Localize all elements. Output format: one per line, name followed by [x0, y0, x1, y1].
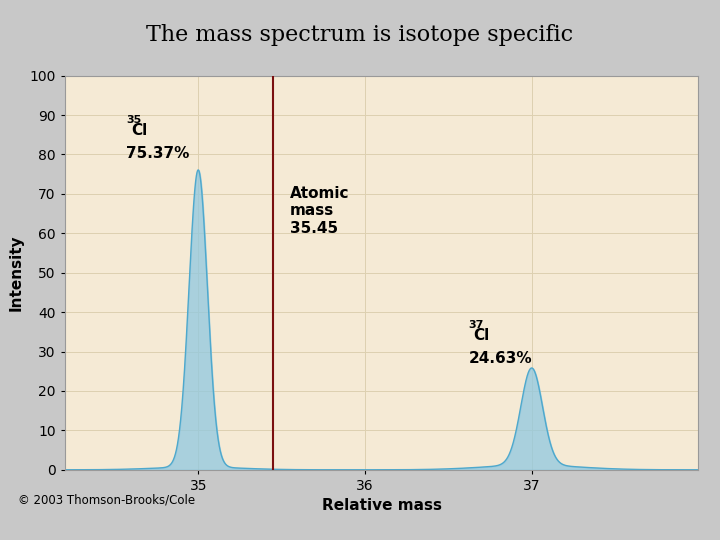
- Text: 37: 37: [468, 320, 484, 330]
- Text: 35: 35: [127, 115, 142, 125]
- X-axis label: Relative mass: Relative mass: [322, 498, 441, 514]
- Y-axis label: Intensity: Intensity: [9, 234, 24, 311]
- Text: 24.63%: 24.63%: [468, 352, 532, 366]
- Text: © 2003 Thomson-Brooks/Cole: © 2003 Thomson-Brooks/Cole: [18, 494, 195, 507]
- Text: Cl: Cl: [132, 123, 148, 138]
- Text: The mass spectrum is isotope specific: The mass spectrum is isotope specific: [146, 24, 574, 46]
- Text: 75.37%: 75.37%: [127, 146, 190, 161]
- Text: Cl: Cl: [473, 328, 490, 343]
- Text: Atomic
mass
35.45: Atomic mass 35.45: [290, 186, 349, 236]
